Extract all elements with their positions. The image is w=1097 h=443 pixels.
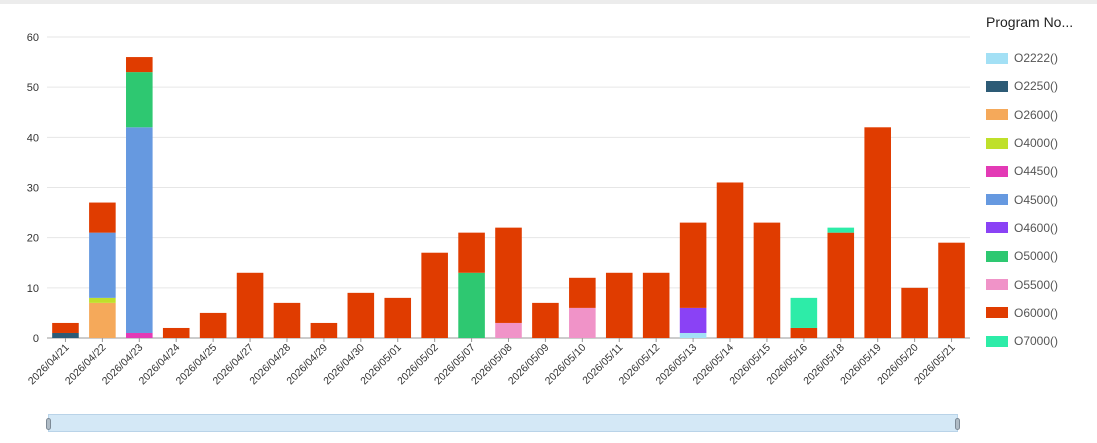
bar-segment[interactable] xyxy=(126,72,153,128)
legend-label: O4450() xyxy=(1014,164,1059,179)
legend-label: O2222() xyxy=(1014,51,1059,66)
bar-segment[interactable] xyxy=(901,287,928,338)
y-tick-label: 60 xyxy=(27,32,39,44)
legend-item[interactable]: O2222() xyxy=(986,44,1092,72)
y-tick-label: 10 xyxy=(27,283,39,295)
bar-segment[interactable] xyxy=(162,327,190,338)
bar-segment[interactable] xyxy=(679,332,707,338)
bar-segment[interactable] xyxy=(421,252,448,338)
chart-scrollbar[interactable] xyxy=(48,414,958,432)
bar-segment[interactable] xyxy=(532,302,559,338)
bar-segment[interactable] xyxy=(495,322,522,338)
legend-item[interactable]: O2600() xyxy=(986,101,1092,129)
legend-label: O6000() xyxy=(1014,305,1059,320)
bar-segment[interactable] xyxy=(199,312,227,338)
bar-segment[interactable] xyxy=(126,57,153,73)
bar-segment[interactable] xyxy=(827,232,855,338)
bar-segment[interactable] xyxy=(642,272,670,338)
y-tick-label: 40 xyxy=(27,132,39,144)
bar-segment[interactable] xyxy=(716,182,744,338)
bar-segment[interactable] xyxy=(89,302,116,338)
legend-swatch xyxy=(986,222,1008,234)
scrollbar-left-handle[interactable] xyxy=(46,418,51,430)
legend-item[interactable]: O5000() xyxy=(986,242,1092,270)
y-tick-label: 20 xyxy=(27,233,39,245)
y-tick-label: 30 xyxy=(27,183,39,195)
legend-item[interactable]: O5500() xyxy=(986,270,1092,298)
legend-label: O2250() xyxy=(1014,79,1059,94)
legend-item[interactable]: O4600() xyxy=(986,214,1092,242)
bar-segment[interactable] xyxy=(679,222,707,308)
bar-segment[interactable] xyxy=(790,327,818,338)
bar-segment[interactable] xyxy=(458,232,485,273)
legend-swatch xyxy=(986,109,1008,121)
legend-swatch xyxy=(986,307,1008,319)
legend-swatch xyxy=(986,80,1008,92)
y-tick-label: 50 xyxy=(27,82,39,94)
bar-segment[interactable] xyxy=(827,227,855,233)
legend-item[interactable]: O4500() xyxy=(986,185,1092,213)
bar-segment[interactable] xyxy=(89,297,116,303)
legend-swatch xyxy=(986,279,1008,291)
legend-label: O4600() xyxy=(1014,220,1059,235)
legend-swatch xyxy=(986,137,1008,149)
bar-segment[interactable] xyxy=(790,297,818,328)
legend-swatch xyxy=(986,335,1008,347)
bar-segment[interactable] xyxy=(52,322,79,333)
legend-swatch xyxy=(986,250,1008,262)
legend-label: O5500() xyxy=(1014,277,1059,292)
legend-swatch xyxy=(986,52,1008,64)
legend-label: O5000() xyxy=(1014,249,1059,264)
legend-item[interactable]: O2250() xyxy=(986,72,1092,100)
bar-segment[interactable] xyxy=(569,307,596,338)
bar-segment[interactable] xyxy=(753,222,781,338)
bar-segment[interactable] xyxy=(89,232,116,298)
scrollbar-right-handle[interactable] xyxy=(955,418,960,430)
legend-item[interactable]: O6000() xyxy=(986,299,1092,327)
legend-label: O4500() xyxy=(1014,192,1059,207)
bar-segment[interactable] xyxy=(605,272,633,338)
bar-segment[interactable] xyxy=(458,272,485,338)
bar-segment[interactable] xyxy=(495,227,522,323)
top-divider xyxy=(0,0,1097,4)
bar-segment[interactable] xyxy=(938,242,965,338)
y-tick-label: 0 xyxy=(33,333,39,345)
bar-segment[interactable] xyxy=(569,277,596,308)
bar-segment[interactable] xyxy=(679,307,707,333)
bar-segment[interactable] xyxy=(236,272,264,338)
legend: Program No... O2222() O2250() O2600() O4000… xyxy=(986,14,1092,355)
bar-segment[interactable] xyxy=(347,292,375,338)
legend-swatch xyxy=(986,165,1008,177)
bar-segment[interactable] xyxy=(89,202,116,233)
bar-segment[interactable] xyxy=(52,332,79,338)
legend-label: O7000() xyxy=(1014,334,1059,349)
bar-segment[interactable] xyxy=(126,127,153,333)
legend-label: O4000() xyxy=(1014,136,1059,151)
bar-segment[interactable] xyxy=(864,127,891,338)
legend-items: O2222() O2250() O2600() O4000() O4450() O4500… xyxy=(986,44,1092,355)
bar-segment[interactable] xyxy=(384,297,412,338)
legend-item[interactable]: O7000() xyxy=(986,327,1092,355)
legend-item[interactable]: O4000() xyxy=(986,129,1092,157)
legend-item[interactable]: O4450() xyxy=(986,157,1092,185)
bar-segment[interactable] xyxy=(273,302,301,338)
legend-swatch xyxy=(986,194,1008,206)
bar-segment[interactable] xyxy=(310,322,338,338)
legend-label: O2600() xyxy=(1014,107,1059,122)
legend-title: Program No... xyxy=(986,14,1074,30)
bar-segment[interactable] xyxy=(126,332,153,338)
